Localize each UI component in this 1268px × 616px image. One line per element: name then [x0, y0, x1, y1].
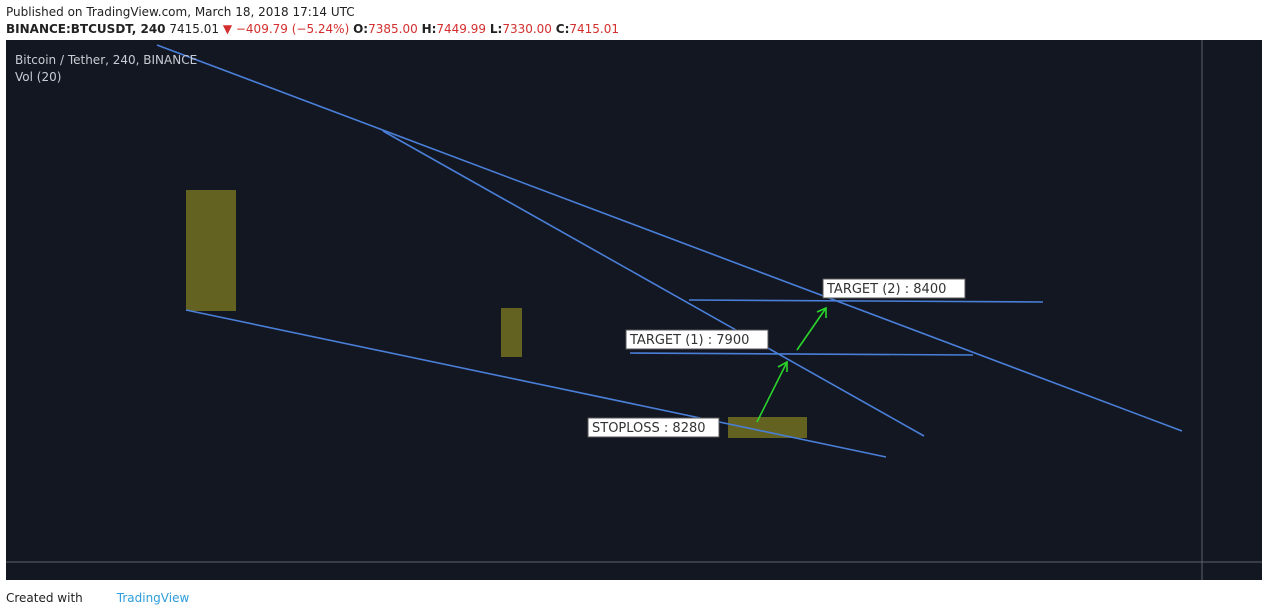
symbol: BINANCE:BTCUSDT, 240 — [6, 22, 166, 36]
annotation: TARGET (1) : 7900 — [629, 333, 749, 348]
o: 7385.00 — [368, 22, 418, 36]
footer: Created with TradingView — [6, 591, 189, 605]
drawings — [156, 44, 1183, 458]
zone — [728, 417, 807, 438]
volume-label: Vol (20) — [15, 70, 61, 84]
h-label: H: — [421, 22, 437, 36]
c: 7415.01 — [569, 22, 619, 36]
ticker-line: BINANCE:BTCUSDT, 240 7415.01 ▼ −409.79 (… — [6, 21, 619, 38]
brand: TradingView — [116, 591, 190, 605]
c-label: C: — [555, 22, 570, 36]
last: 7415.01 — [169, 22, 219, 36]
published: Published on TradingView.com, March 18, … — [6, 5, 355, 19]
zone — [186, 190, 236, 311]
l-label: L: — [489, 22, 503, 36]
annotation: TARGET (2) : 8400 — [826, 282, 946, 297]
annotations: TARGET (2) : 8400 TARGET (1) : 7900 STOP… — [587, 278, 966, 438]
l: 7330.00 — [502, 22, 552, 36]
arrows — [756, 306, 827, 423]
h: 7449.99 — [436, 22, 487, 36]
change: ▼ −409.79 (−5.24%) — [222, 22, 350, 36]
zone — [501, 308, 522, 357]
annotation: STOPLOSS : 8280 — [592, 421, 706, 436]
legend-title: Bitcoin / Tether, 240, BINANCE — [15, 53, 197, 67]
o-label: O: — [353, 22, 369, 36]
created: Created with — [6, 591, 83, 605]
trend-lines — [156, 44, 1183, 458]
header: Published on TradingView.com, March 18, … — [6, 4, 619, 38]
